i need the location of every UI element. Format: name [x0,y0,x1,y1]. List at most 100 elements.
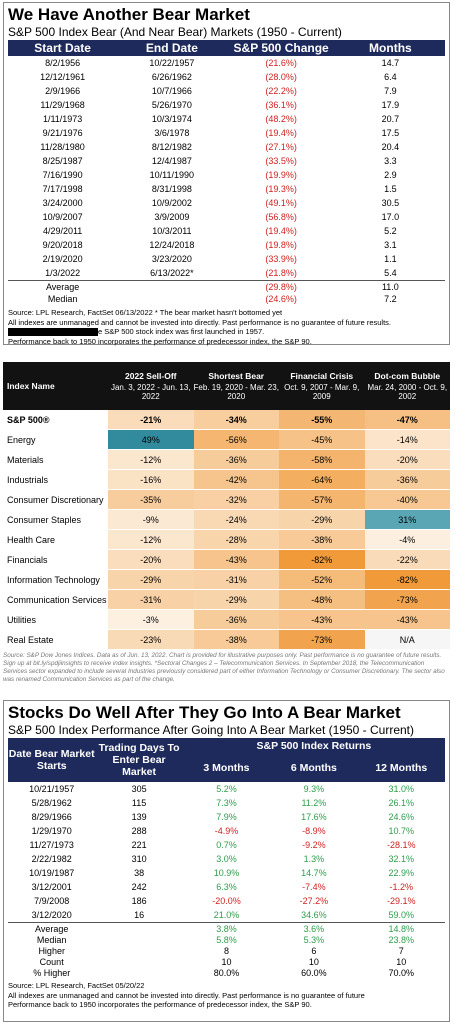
cell: 14.8% [357,922,445,934]
row: 3/24/2000 10/9/2002 (49.1%) 30.5 [8,196,445,210]
returns-table: Date Bear Market Starts Trading Days To E… [8,738,445,978]
row: Industrials -16% -42% -64% -36% [3,469,450,490]
cell: 8 [223,945,229,956]
cell: 11.0 [335,280,445,293]
summary-label: Average [8,280,118,293]
cell: 10.7% [388,826,415,836]
column-header: Shortest Bear Feb. 19, 2020 - Mar. 23, 20… [193,362,279,410]
cell: (33.5%) [265,156,297,166]
cell: (19.9%) [265,170,297,180]
heat-cell: -73% [279,629,365,650]
cell: 7.9 [384,86,397,96]
cell: 310 [131,854,147,864]
cell: 10 [221,956,232,967]
cell: 186 [131,896,147,906]
cell: -8.9% [302,826,326,836]
cell: 5.2% [216,784,237,794]
heat-cell: -29% [193,589,279,610]
cell: 1.5 [384,184,397,194]
heat-cell: -34% [193,410,279,430]
row: 1/3/2022 6/13/2022* (21.8%) 5.4 [8,266,445,281]
row: 8/25/1987 12/4/1987 (33.5%) 3.3 [8,154,445,168]
cell: (48.2%) [265,114,297,124]
row-label: Health Care [3,529,108,550]
row: 10/21/1957 305 5.2% 9.3% 31.0% [8,782,445,796]
row: 10/19/1987 38 10.9% 14.7% 22.9% [8,866,445,880]
cell: 2/22/1982 [31,854,72,864]
cell: 9/21/1976 [42,128,83,138]
cell: 22.9% [388,868,415,878]
heat-cell: -36% [193,449,279,470]
note: All indexes are unmanaged and cannot be … [8,318,445,328]
header-row: Start Date End Date S&P 500 Change Months [8,40,445,56]
cell: 11/28/1980 [40,142,85,152]
row: 7/17/1998 8/31/1998 (19.3%) 1.5 [8,182,445,196]
cell: 8/31/1998 [151,184,192,194]
cell: 20.4 [381,142,400,152]
heat-cell: -29% [108,569,194,590]
row: Health Care -12% -28% -38% -4% [3,529,450,550]
cell: (22.2%) [265,86,297,96]
column-header: Start Date [8,40,118,56]
cell: -4.9% [214,826,239,836]
cell: 139 [131,812,147,822]
summary-row: Count 10 10 10 [8,956,445,967]
summary-row: Average (29.8%) 11.0 [8,280,445,293]
heat-cell: -35% [108,489,194,510]
note-text: Source: LPL Research, FactSet 06/13/2022… [8,308,283,317]
cell: 5.4 [384,268,397,278]
cell: 1.1 [384,254,397,264]
heat-cell: -48% [279,589,365,610]
cell: 59.0% [388,910,415,920]
cell: 7.2 [384,294,397,304]
cell: (49.1%) [265,198,297,208]
heat-cell: -32% [193,489,279,510]
cell: 3/12/2020 [31,910,72,920]
heat-cell: -43% [364,609,450,630]
row: Utilities -3% -36% -43% -43% [3,609,450,630]
row-label: Communication Services [3,589,108,610]
cell: 30.5 [381,198,400,208]
cell: 10/11/1990 [149,170,195,180]
heat-cell: -38% [193,629,279,650]
row: Information Technology -29% -31% -52% -82% [3,569,450,590]
summary-label: % Higher [33,967,71,978]
cell: -27.2% [299,896,329,906]
heat-cell: -36% [193,609,279,630]
cell: 2.9 [384,170,397,180]
column-header: 2022 Sell-Off Jan. 3, 2022 - Jun. 13, 202… [108,362,194,410]
subtitle: S&P 500 Index Performance After Going In… [8,723,414,737]
cell: 26.1% [388,798,415,808]
row: 8/2/1956 10/22/1957 (21.6%) 14.7 [8,56,445,70]
summary-row: Median 5.8% 5.3% 23.8% [8,934,445,945]
row-label: Real Estate [3,629,108,650]
header-row: Index Name 2022 Sell-Off Jan. 3, 2022 - Ju… [3,362,450,410]
cell: 8/12/1982 [151,142,192,152]
cell: 3/24/2000 [42,198,83,208]
cell: 23.8% [388,934,415,945]
summary-row: % Higher 80.0% 60.0% 70.0% [8,967,445,978]
column-header: Financial Crisis Oct. 9, 2007 - Mar. 9, 2… [279,362,365,410]
cell: (19.4%) [265,226,297,236]
cell: 10/22/1957 [149,58,195,68]
cell: (27.1%) [265,142,297,152]
heat-cell: -55% [279,410,365,430]
heat-cell: -31% [193,569,279,590]
cell: 8/2/1956 [45,58,81,68]
cell: 6 [311,945,317,956]
cell [95,956,182,967]
column-name: 2022 Sell-Off [125,371,177,381]
row: 1/11/1973 10/3/1974 (48.2%) 20.7 [8,112,445,126]
column-period: Mar. 24, 2000 - Oct. 9, 2002 [367,383,448,401]
summary-label: Count [39,956,64,967]
cell: 10/19/1987 [29,868,75,878]
cell [117,293,226,305]
cell: 12/12/1961 [40,72,86,82]
note: Performance back to 1950 incorporates th… [8,1000,312,1009]
column-header: Dot-com Bubble Mar. 24, 2000 - Oct. 9, 20… [364,362,450,410]
cell: 5.8% [216,934,237,945]
cell: (36.1%) [265,100,297,110]
row-label: Financials [3,549,108,570]
row: Financials -20% -43% -82% -22% [3,549,450,570]
row: 11/28/1980 8/12/1982 (27.1%) 20.4 [8,140,445,154]
